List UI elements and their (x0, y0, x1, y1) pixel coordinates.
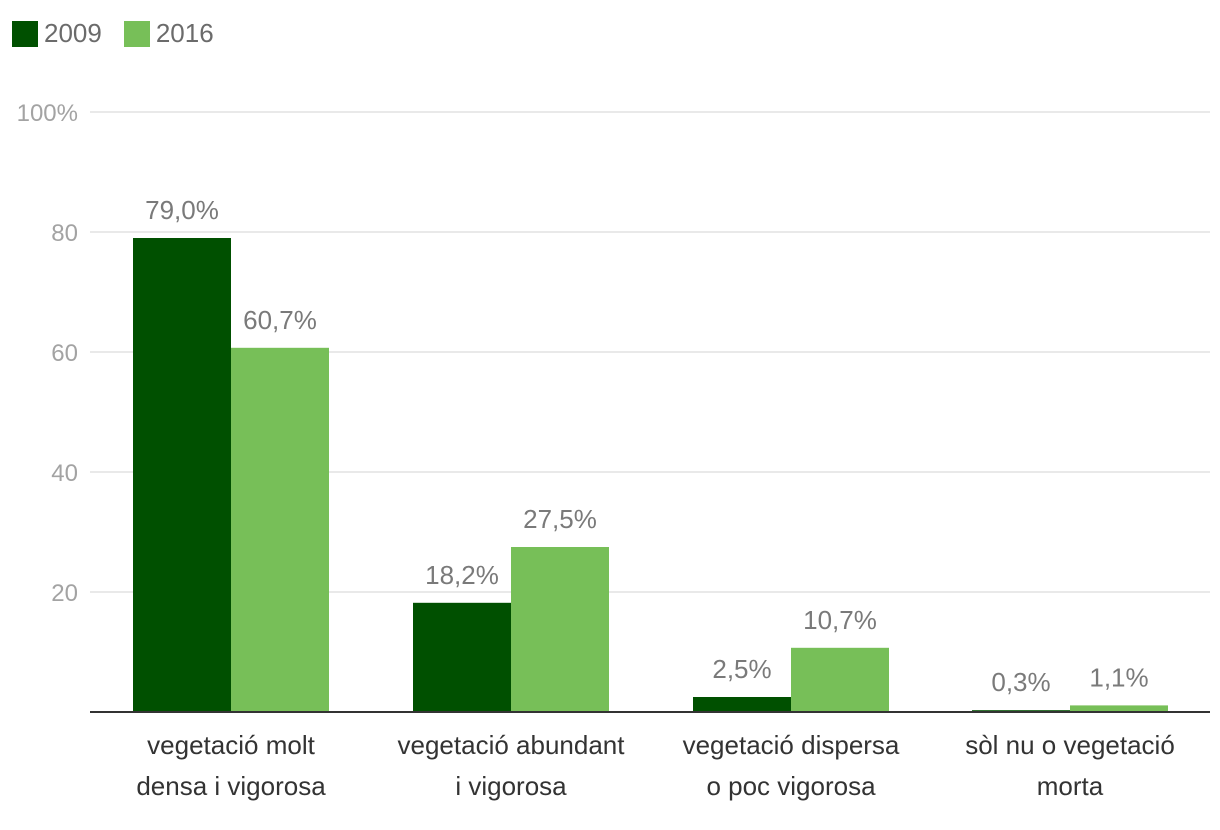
bar-2009 (413, 602, 511, 712)
data-label: 2,5% (712, 654, 771, 684)
data-label: 1,1% (1089, 662, 1148, 692)
data-label: 0,3% (991, 667, 1050, 697)
data-label: 79,0% (145, 195, 219, 225)
category-label: densa i vigorosa (136, 771, 326, 801)
category-label: vegetació molt (147, 730, 315, 760)
bar-2009 (693, 697, 791, 712)
legend-item-2016: 2016 (123, 18, 214, 49)
y-tick-label: 80 (51, 220, 78, 247)
category-label: o poc vigorosa (706, 771, 876, 801)
bar-2016 (511, 547, 609, 712)
bar-2016 (791, 647, 889, 712)
category-label: sòl nu o vegetació (965, 730, 1175, 760)
data-label: 10,7% (803, 605, 877, 635)
y-tick-label: 40 (51, 460, 78, 487)
y-tick-label: 60 (51, 340, 78, 367)
y-tick-label: 20 (51, 580, 78, 607)
legend-swatch-2016 (123, 20, 150, 47)
bar-2009 (133, 238, 231, 712)
legend-label-2016: 2016 (155, 18, 214, 48)
bar-2016 (231, 347, 329, 712)
category-label: vegetació abundant (398, 730, 626, 760)
data-label: 60,7% (243, 305, 317, 335)
y-tick-label: 100% (17, 100, 78, 127)
data-label: 27,5% (523, 504, 597, 534)
legend-label-2009: 2009 (44, 18, 102, 48)
legend-swatch-2009 (12, 20, 38, 47)
legend: 2009 2016 (12, 18, 214, 49)
category-label: morta (1037, 771, 1104, 801)
legend-item-2009: 2009 (12, 18, 102, 49)
category-label: vegetació dispersa (683, 730, 900, 760)
category-label: i vigorosa (455, 771, 567, 801)
bar-2016 (1070, 705, 1168, 712)
data-label: 18,2% (425, 560, 499, 590)
